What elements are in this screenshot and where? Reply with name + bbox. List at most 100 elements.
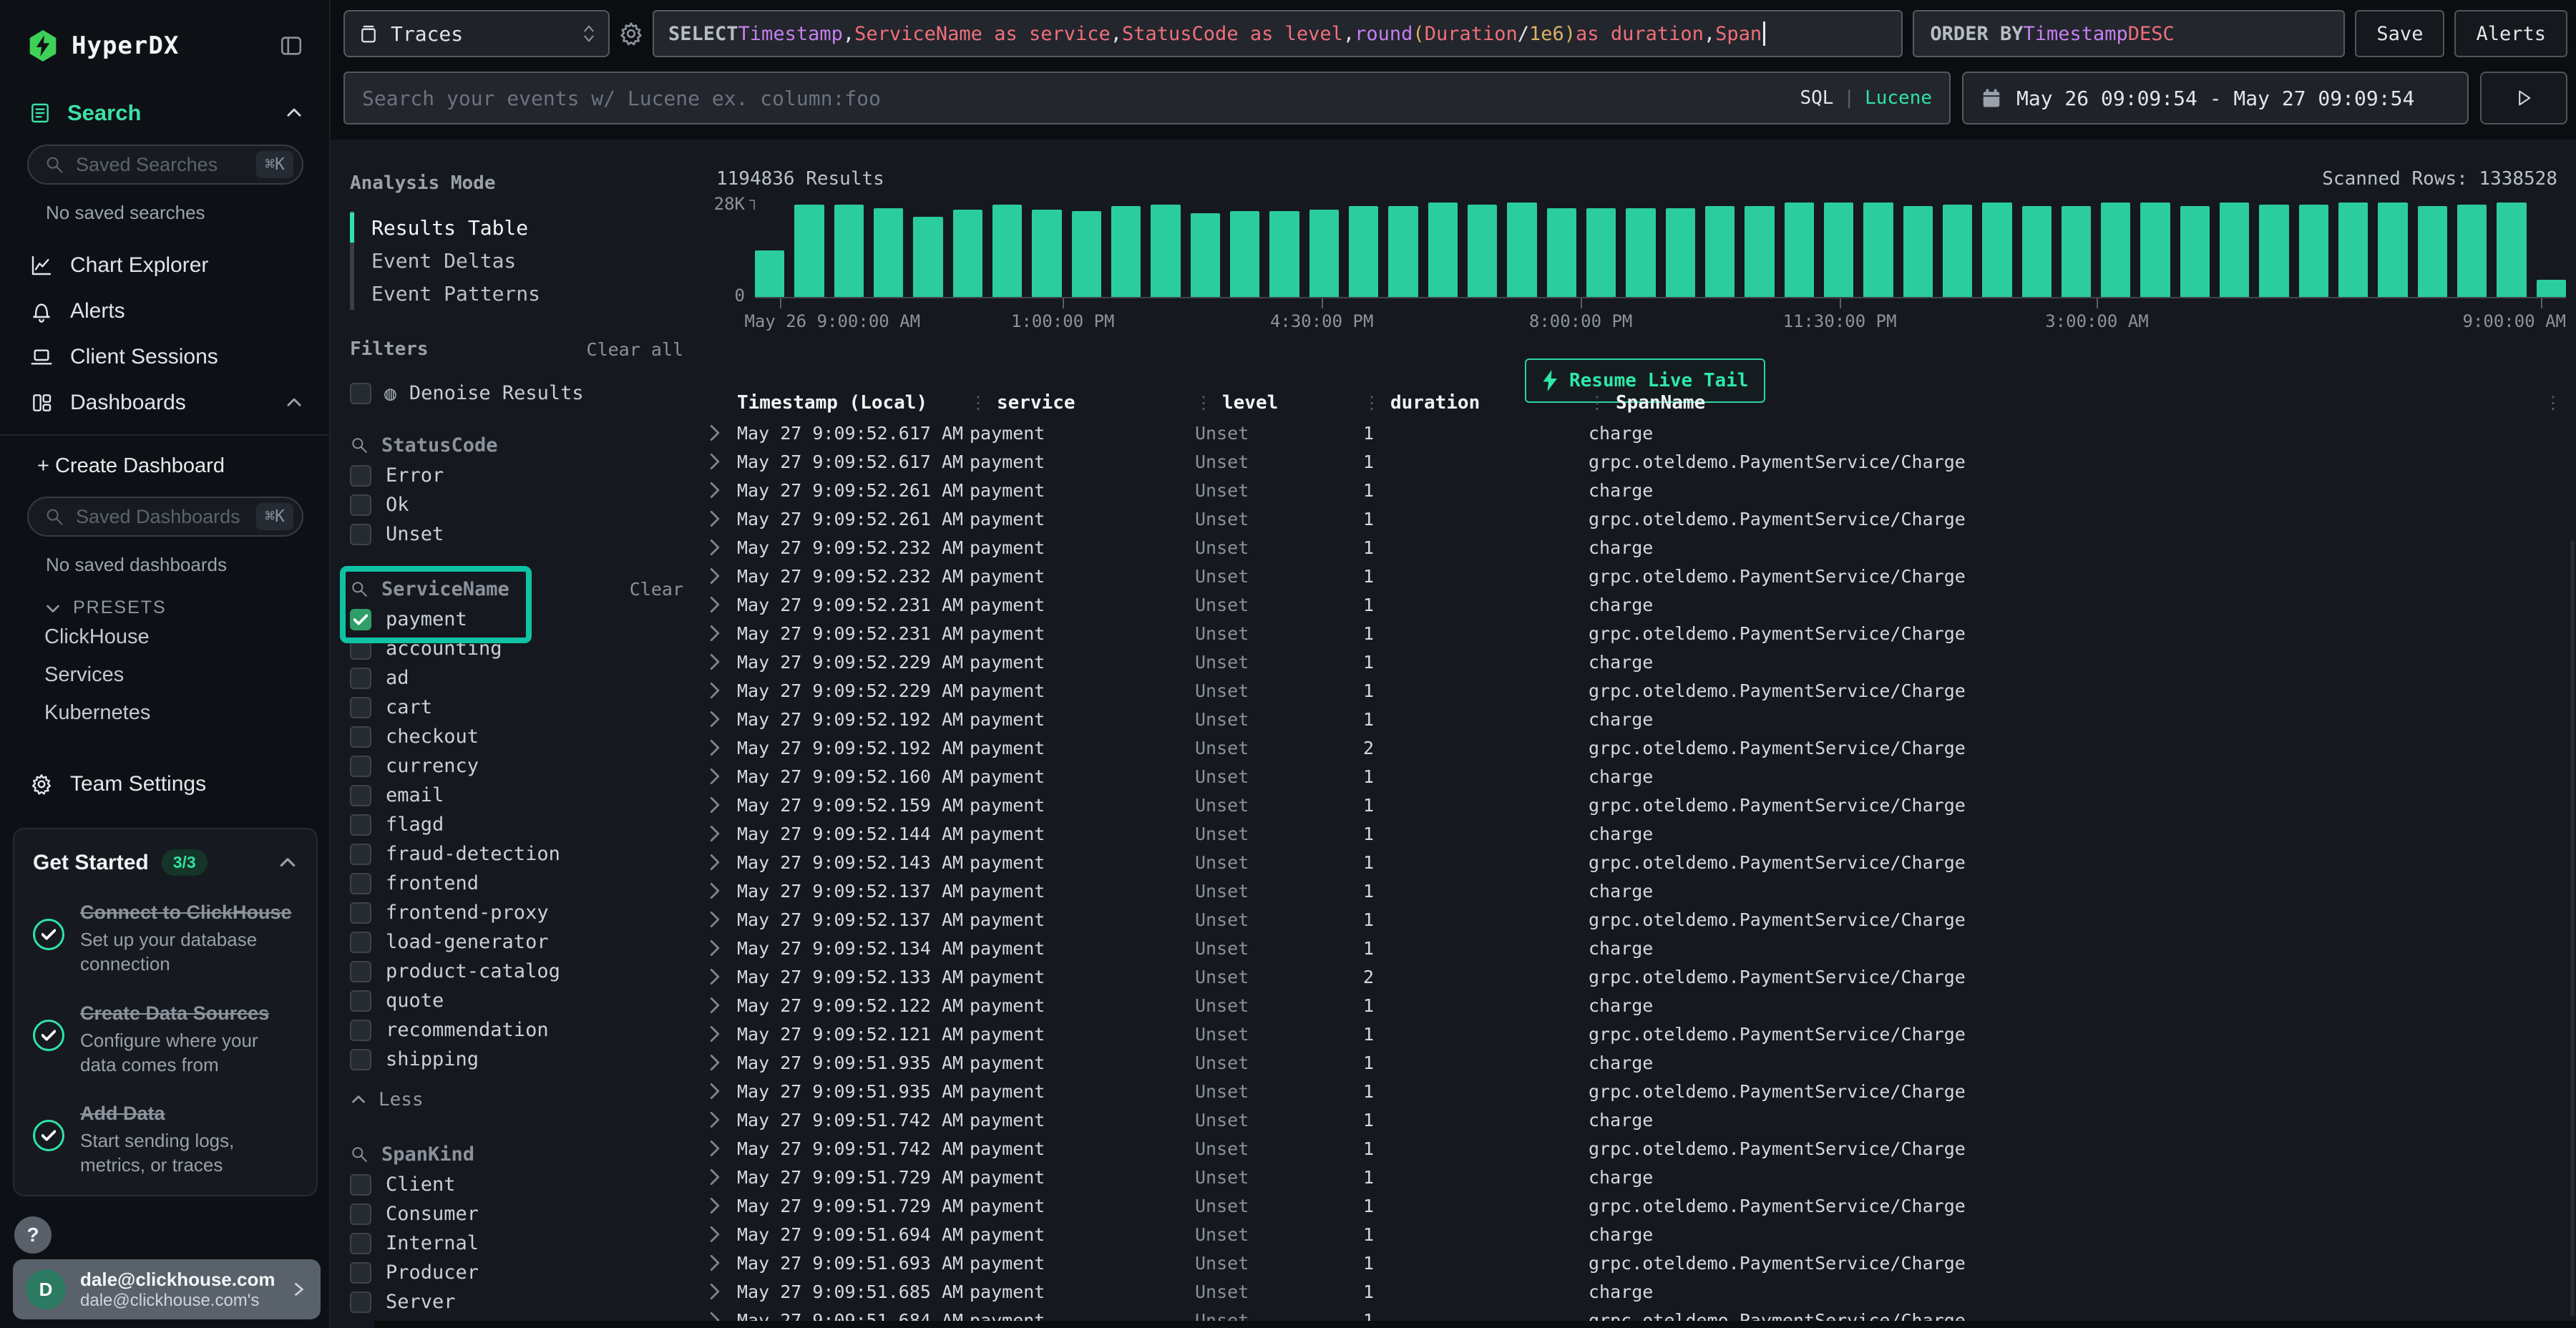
table-row[interactable]: May 27 9:09:51.693 AM payment Unset 1 grpc.o… xyxy=(705,1249,2566,1277)
row-expand-chevron-icon[interactable] xyxy=(705,509,737,528)
histogram-bar[interactable] xyxy=(1823,202,1854,297)
row-expand-chevron-icon[interactable] xyxy=(705,624,737,643)
histogram-bar[interactable] xyxy=(2061,206,2092,297)
row-expand-chevron-icon[interactable] xyxy=(705,538,737,557)
filter-item-error[interactable]: Error xyxy=(350,461,683,490)
table-row[interactable]: May 27 9:09:52.122 AM payment Unset 1 charge xyxy=(705,991,2566,1020)
column-header-service[interactable]: ⋮ service xyxy=(970,392,1195,414)
checkbox-checked[interactable] xyxy=(350,608,371,630)
row-expand-chevron-icon[interactable] xyxy=(705,710,737,728)
source-select[interactable]: Traces xyxy=(343,10,610,57)
horizontal-scrollbar-track[interactable] xyxy=(374,1321,2576,1328)
checkbox[interactable] xyxy=(350,1048,371,1070)
histogram-bar[interactable] xyxy=(1507,202,1537,297)
get-started-item[interactable]: Add Data Start sending logs, metrics, or … xyxy=(33,1101,298,1178)
column-header-level[interactable]: ⋮ level xyxy=(1195,392,1363,414)
table-row[interactable]: May 27 9:09:52.232 AM payment Unset 1 grpc.o… xyxy=(705,562,2566,590)
checkbox[interactable] xyxy=(350,696,371,718)
histogram-bar[interactable] xyxy=(913,217,943,297)
filter-item-quote[interactable]: quote xyxy=(350,986,683,1015)
histogram-bar[interactable] xyxy=(2021,206,2051,297)
histogram-bar[interactable] xyxy=(1982,202,2012,297)
orderby-clause-editor[interactable]: ORDER BY Timestamp DESC xyxy=(1913,10,2346,57)
row-expand-chevron-icon[interactable] xyxy=(705,1053,737,1072)
source-settings-gear-icon[interactable] xyxy=(610,10,653,57)
get-started-item[interactable]: Connect to ClickHouse Set up your databas… xyxy=(33,900,298,977)
filter-item-flagd[interactable]: flagd xyxy=(350,810,683,839)
histogram-bar[interactable] xyxy=(2497,202,2527,297)
clear-filter-button[interactable]: Clear xyxy=(629,578,683,600)
histogram-bar[interactable] xyxy=(1190,213,1220,297)
checkbox[interactable] xyxy=(350,638,371,660)
histogram-bar[interactable] xyxy=(834,205,864,297)
table-row[interactable]: May 27 9:09:52.192 AM payment Unset 1 charge xyxy=(705,705,2566,733)
histogram-bar[interactable] xyxy=(1388,206,1418,297)
row-expand-chevron-icon[interactable] xyxy=(705,738,737,757)
checkbox[interactable] xyxy=(350,1019,371,1041)
filter-item-load-generator[interactable]: load-generator xyxy=(350,927,683,957)
saved-searches-input[interactable]: Saved Searches ⌘K xyxy=(27,145,303,185)
sidebar-item-alerts[interactable]: Alerts xyxy=(0,288,329,334)
table-row[interactable]: May 27 9:09:51.694 AM payment Unset 1 charge xyxy=(705,1220,2566,1249)
help-button[interactable]: ? xyxy=(14,1216,52,1254)
row-expand-chevron-icon[interactable] xyxy=(705,824,737,843)
table-row[interactable]: May 27 9:09:52.159 AM payment Unset 1 grpc.o… xyxy=(705,791,2566,819)
histogram-bar[interactable] xyxy=(992,205,1023,297)
histogram-bar[interactable] xyxy=(1903,206,1933,297)
histogram-bar[interactable] xyxy=(1229,211,1260,297)
analysis-mode-tab-event-deltas[interactable]: Event Deltas xyxy=(371,248,517,273)
filter-item-producer[interactable]: Producer xyxy=(350,1258,683,1287)
filter-item-ok[interactable]: Ok xyxy=(350,490,683,519)
filter-item-frontend-proxy[interactable]: frontend-proxy xyxy=(350,898,683,927)
table-row[interactable]: May 27 9:09:52.134 AM payment Unset 1 charge xyxy=(705,934,2566,962)
table-row[interactable]: May 27 9:09:52.160 AM payment Unset 1 charge xyxy=(705,762,2566,791)
histogram-bar[interactable] xyxy=(1269,211,1299,297)
sidebar-item-team-settings[interactable]: Team Settings xyxy=(0,732,329,796)
filter-item-server[interactable]: Server xyxy=(350,1287,683,1317)
table-row[interactable]: May 27 9:09:52.617 AM payment Unset 1 charge xyxy=(705,419,2566,447)
checkbox[interactable] xyxy=(350,784,371,806)
filter-item-ad[interactable]: ad xyxy=(350,663,683,693)
checkbox[interactable] xyxy=(350,667,371,689)
table-row[interactable]: May 27 9:09:51.729 AM payment Unset 1 charge xyxy=(705,1163,2566,1191)
table-row[interactable]: May 27 9:09:52.229 AM payment Unset 1 grpc.o… xyxy=(705,676,2566,705)
checkbox[interactable] xyxy=(350,1203,371,1225)
checkbox[interactable] xyxy=(350,990,371,1012)
column-header-duration[interactable]: ⋮ duration xyxy=(1363,392,1589,414)
row-expand-chevron-icon[interactable] xyxy=(705,996,737,1015)
histogram-bar[interactable] xyxy=(952,210,982,297)
row-expand-chevron-icon[interactable] xyxy=(705,567,737,585)
checkbox[interactable] xyxy=(350,872,371,894)
histogram-bar[interactable] xyxy=(1546,208,1576,297)
histogram-bar[interactable] xyxy=(2140,202,2170,297)
lucene-toggle[interactable]: Lucene xyxy=(1865,87,1932,109)
denoise-results-toggle[interactable]: ◍ Denoise Results xyxy=(350,381,683,405)
checkbox[interactable] xyxy=(350,902,371,924)
histogram-bar[interactable] xyxy=(1071,211,1101,297)
saved-dashboards-input[interactable]: Saved Dashboards ⌘K xyxy=(27,497,303,537)
checkbox[interactable] xyxy=(350,1232,371,1254)
histogram-bar[interactable] xyxy=(1942,205,1973,297)
histogram-bar[interactable] xyxy=(794,205,824,297)
table-row[interactable]: May 27 9:09:52.261 AM payment Unset 1 charge xyxy=(705,476,2566,504)
filter-item-currency[interactable]: currency xyxy=(350,751,683,781)
filter-item-fraud-detection[interactable]: fraud-detection xyxy=(350,839,683,869)
column-resize-handle[interactable]: ⋮ xyxy=(2545,393,2562,413)
histogram-bar[interactable] xyxy=(1348,206,1379,297)
row-expand-chevron-icon[interactable] xyxy=(705,853,737,872)
row-expand-chevron-icon[interactable] xyxy=(705,1254,737,1272)
histogram-bar[interactable] xyxy=(1784,202,1814,297)
column-resize-handle[interactable]: ⋮ xyxy=(1195,393,1212,413)
histogram-bar[interactable] xyxy=(2180,206,2210,297)
row-expand-chevron-icon[interactable] xyxy=(705,424,737,442)
table-row[interactable]: May 27 9:09:52.133 AM payment Unset 2 grpc.o… xyxy=(705,962,2566,991)
preset-clickhouse[interactable]: ClickHouse xyxy=(44,625,150,648)
resume-live-tail-button[interactable]: Resume Live Tail xyxy=(1525,358,1766,403)
filter-item-cart[interactable]: cart xyxy=(350,693,683,722)
row-expand-chevron-icon[interactable] xyxy=(705,967,737,986)
table-row[interactable]: May 27 9:09:52.137 AM payment Unset 1 charge xyxy=(705,877,2566,905)
analysis-mode-tab-results-table[interactable]: Results Table xyxy=(350,211,683,244)
clear-all-button[interactable]: Clear all xyxy=(586,338,683,360)
filter-item-unset[interactable]: Unset xyxy=(350,519,683,549)
filter-item-accounting[interactable]: accounting xyxy=(350,634,683,663)
